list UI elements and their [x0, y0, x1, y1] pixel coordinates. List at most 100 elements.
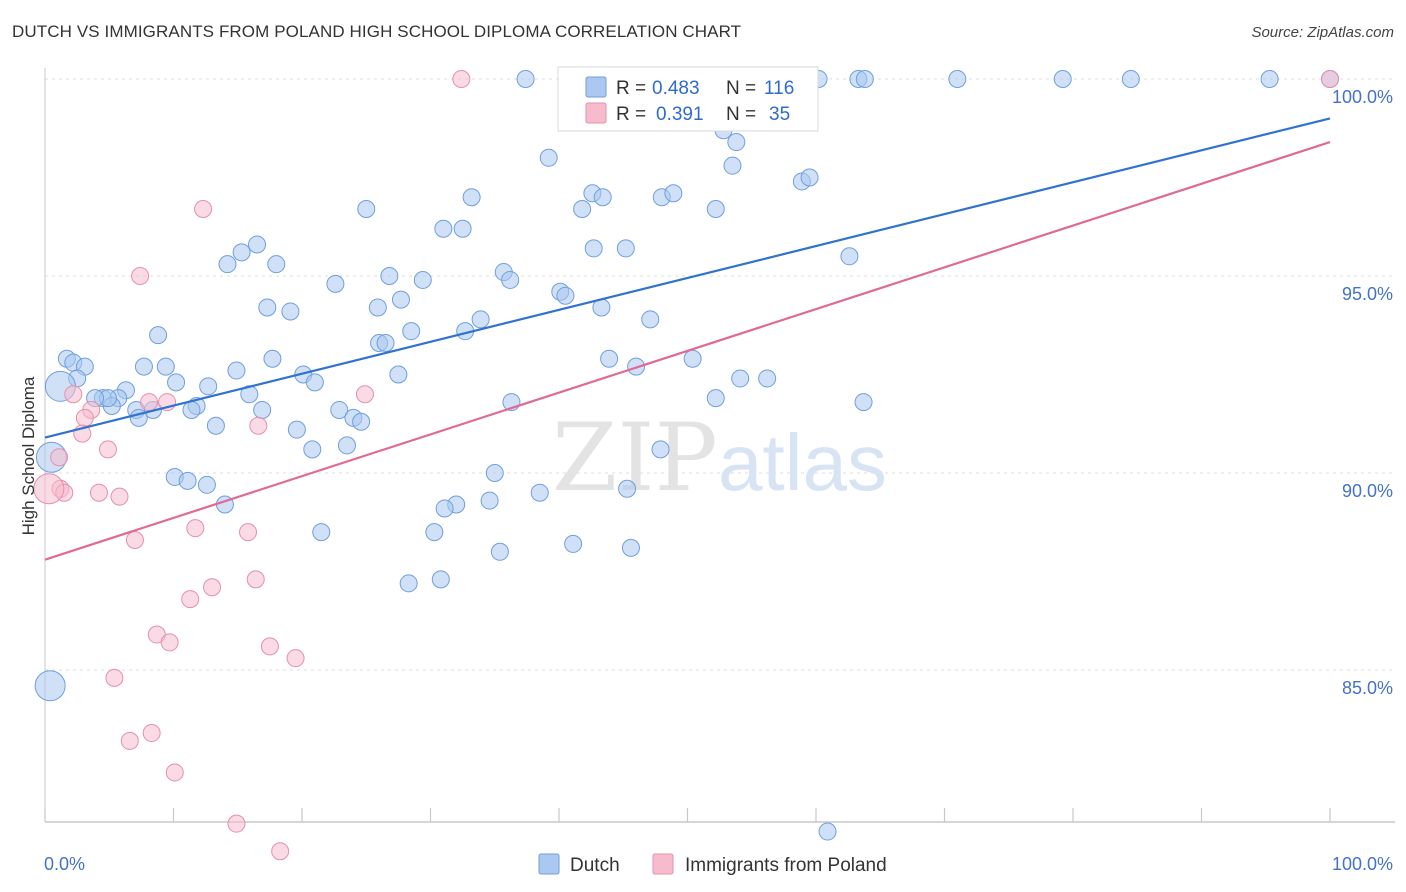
x-ticks [44, 808, 1331, 822]
poland-point [355, 385, 374, 404]
dutch-point [167, 373, 186, 392]
watermark: ZIP atlas [552, 404, 887, 513]
dutch-point [706, 389, 725, 408]
y-tick-labels: 85.0% 90.0% 95.0% 100.0% [1332, 87, 1393, 698]
poland-point [89, 483, 108, 502]
dutch-point [948, 70, 967, 88]
series-legend-label-poland: Immigrants from Poland [685, 855, 887, 876]
poland-point [110, 487, 129, 506]
dutch-point [462, 188, 481, 207]
poland-point [271, 842, 290, 861]
poland-points [33, 70, 1339, 861]
series-legend-swatch-poland [652, 853, 674, 875]
dutch-point [399, 574, 418, 593]
dutch-point [854, 393, 873, 412]
dutch-point [227, 361, 246, 380]
poland-point [140, 393, 159, 412]
dutch-point [758, 369, 777, 388]
poland-point [64, 385, 83, 404]
dutch-point [330, 400, 349, 419]
dutch-trend-line [44, 117, 1331, 439]
dutch-point [232, 243, 251, 262]
legend-r-value-poland: 0.391 [656, 104, 704, 125]
poland-point [125, 530, 144, 549]
dutch-point [818, 822, 837, 841]
dutch-point [539, 148, 558, 167]
dutch-point [281, 302, 300, 321]
dutch-point [389, 365, 408, 384]
dutch-point [573, 200, 592, 219]
dutch-point [402, 322, 421, 341]
dutch-point [413, 270, 432, 289]
dutch-point [1260, 70, 1279, 88]
dutch-point [182, 400, 201, 419]
dutch-point [337, 436, 356, 455]
dutch-point [248, 235, 267, 254]
dutch-point [651, 440, 670, 459]
dutch-point [134, 357, 153, 376]
dutch-point [253, 400, 272, 419]
legend-swatch-poland [585, 102, 607, 124]
dutch-point [855, 70, 874, 88]
dutch-point [584, 239, 603, 258]
dutch-point [501, 270, 520, 289]
series-legend-label-dutch: Dutch [570, 855, 620, 876]
dutch-point [564, 534, 583, 553]
poland-point [260, 637, 279, 656]
poland-point [1321, 70, 1339, 88]
dutch-point [593, 188, 612, 207]
watermark-atlas: atlas [718, 418, 887, 507]
dutch-point [490, 542, 509, 561]
dutch-point [1053, 70, 1072, 88]
dutch-point [425, 523, 444, 542]
chart-title: DUTCH VS IMMIGRANTS FROM POLAND HIGH SCH… [12, 22, 742, 41]
dutch-point [731, 369, 750, 388]
dutch-point [600, 349, 619, 368]
y-tick-label-95: 95.0% [1342, 284, 1393, 304]
watermark-zip: ZIP [552, 404, 718, 513]
dutch-point [267, 255, 286, 274]
legend-n-label-dutch: N = [726, 78, 756, 99]
y-tick-label-90: 90.0% [1342, 481, 1393, 501]
dutch-point [706, 200, 725, 219]
dutch-point [352, 412, 371, 431]
dutch-point [380, 267, 399, 285]
chart-source: Source: ZipAtlas.com [1251, 24, 1394, 41]
dutch-point [616, 239, 635, 258]
x-tick-label-1: 100.0% [1332, 854, 1393, 874]
dutch-point [664, 184, 683, 203]
dutch-point [303, 440, 322, 459]
dutch-point [480, 491, 499, 510]
poland-point [160, 633, 179, 652]
legend-r-value-dutch: 0.483 [652, 78, 700, 99]
series-legend-swatch-dutch [538, 853, 560, 875]
dutch-point [556, 286, 575, 305]
dutch-point [312, 523, 331, 542]
legend: R = 0.483 N = 116 R = 0.391 N = 35 [557, 66, 819, 132]
poland-point [120, 731, 139, 750]
poland-point [286, 649, 305, 668]
dutch-point [530, 483, 549, 502]
legend-swatch-dutch [585, 76, 607, 98]
y-tick-label-100: 100.0% [1332, 87, 1393, 107]
poland-trend-line [44, 140, 1331, 561]
poland-point [75, 408, 94, 427]
legend-r-label-poland: R = [616, 104, 646, 125]
dutch-point [391, 290, 410, 309]
dutch-point [471, 310, 490, 329]
legend-n-label-poland: N = [726, 104, 756, 125]
dutch-point [376, 333, 395, 352]
poland-point [181, 590, 200, 609]
dutch-point [453, 219, 472, 238]
legend-n-value-poland: 35 [769, 104, 790, 125]
dutch-point [258, 298, 277, 317]
dutch-point [723, 156, 742, 175]
legend-r-label-dutch: R = [616, 78, 646, 99]
poland-point [194, 200, 213, 219]
dutch-point [434, 219, 453, 238]
dutch-point [326, 274, 345, 293]
y-tick-label-85: 85.0% [1342, 678, 1393, 698]
dutch-point [727, 133, 746, 152]
series-legend: Dutch Immigrants from Poland [538, 853, 887, 876]
